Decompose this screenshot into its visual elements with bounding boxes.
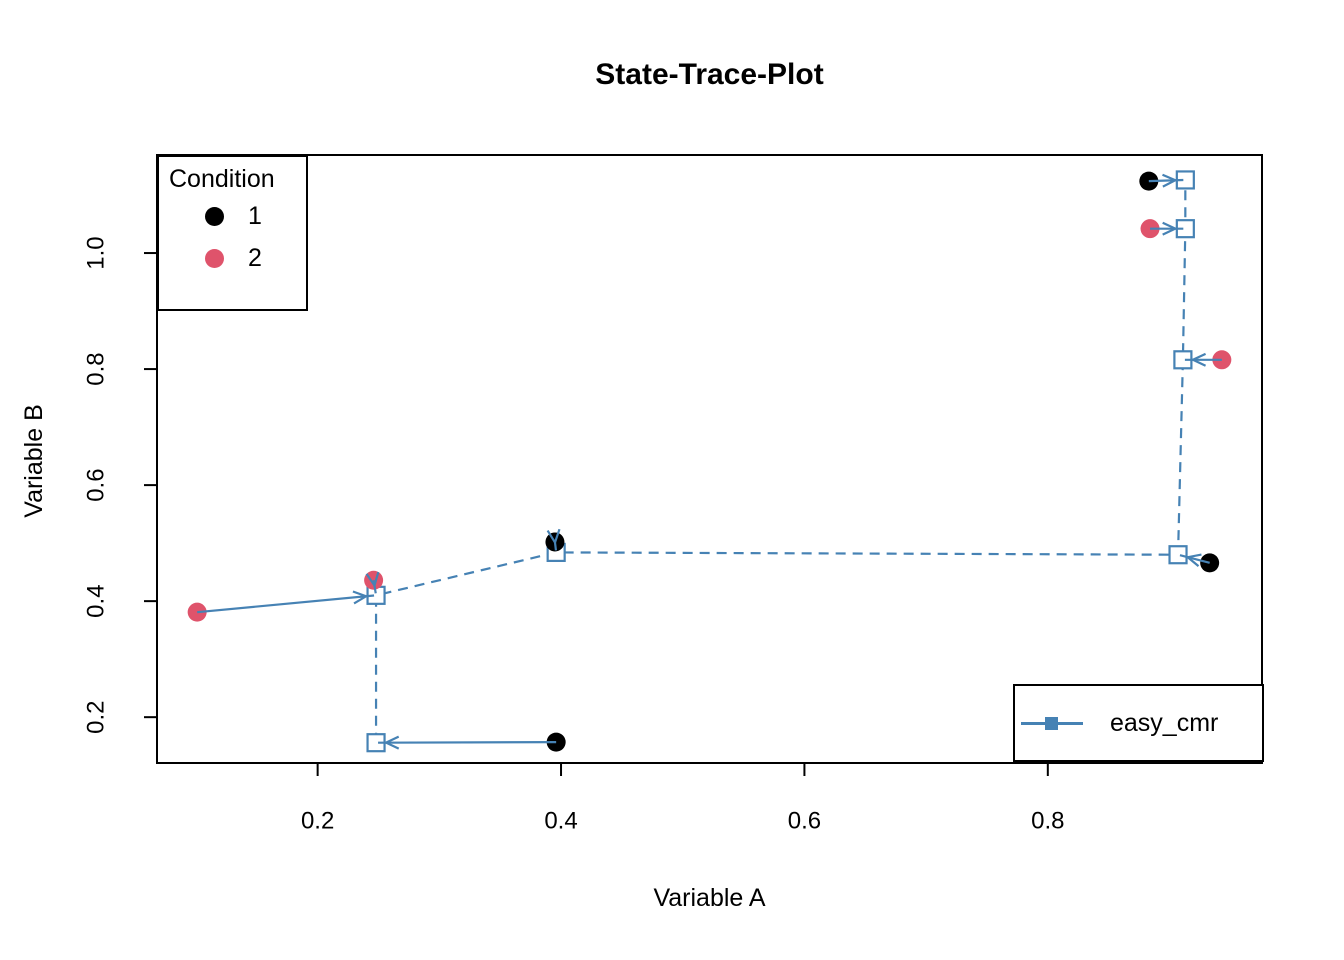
x-tick-label: 0.6 bbox=[788, 808, 821, 835]
arrow-head-icon bbox=[383, 735, 400, 750]
fit-point-square bbox=[1168, 545, 1188, 565]
x-tick-label: 0.4 bbox=[544, 808, 577, 835]
y-tick-label: 0.8 bbox=[83, 352, 110, 385]
x-tick-label: 0.8 bbox=[1031, 808, 1064, 835]
fit-dashed-path bbox=[374, 179, 1187, 743]
y-tick-label: 0.4 bbox=[83, 584, 110, 617]
y-tick-label: 1.0 bbox=[83, 236, 110, 269]
arrow-line bbox=[1179, 554, 1210, 564]
chart-title: State-Trace-Plot bbox=[595, 58, 824, 91]
y-tick-label: 0.2 bbox=[83, 700, 110, 733]
y-tick-label: 0.6 bbox=[83, 468, 110, 501]
condition-1-label: 1 bbox=[248, 201, 262, 230]
condition-2-label: 2 bbox=[248, 243, 262, 272]
arrow-head-icon bbox=[365, 571, 380, 589]
condition-legend-item-2: 2 bbox=[159, 238, 306, 278]
plot-border bbox=[156, 154, 1263, 764]
condition-1-dot-icon bbox=[205, 206, 224, 226]
y-axis-label: Variable B bbox=[20, 404, 48, 518]
arrow-head-icon bbox=[546, 528, 561, 546]
arrow-line bbox=[378, 741, 557, 744]
arrow-head-icon bbox=[1162, 221, 1178, 236]
arrow-head-icon bbox=[1185, 553, 1202, 567]
x-tick-label: 0.2 bbox=[301, 808, 334, 835]
model-legend: easy_cmr bbox=[1013, 684, 1264, 762]
easy-cmr-label: easy_cmr bbox=[1110, 708, 1219, 737]
condition-legend-item-1: 1 bbox=[159, 196, 306, 236]
arrow-head-icon bbox=[1162, 173, 1178, 188]
x-axis-label: Variable A bbox=[653, 884, 766, 912]
arrow-line bbox=[1148, 178, 1184, 183]
condition-2-dot-icon bbox=[205, 248, 224, 268]
condition-legend-title: Condition bbox=[169, 165, 275, 193]
arrow-head-icon bbox=[1190, 352, 1207, 367]
arrow-line bbox=[197, 594, 375, 614]
arrow-head-icon bbox=[352, 590, 369, 605]
easy-cmr-marker-icon bbox=[1021, 713, 1083, 733]
easy-cmr-square-icon bbox=[1045, 716, 1058, 730]
condition-legend: Condition 1 2 bbox=[157, 155, 308, 311]
